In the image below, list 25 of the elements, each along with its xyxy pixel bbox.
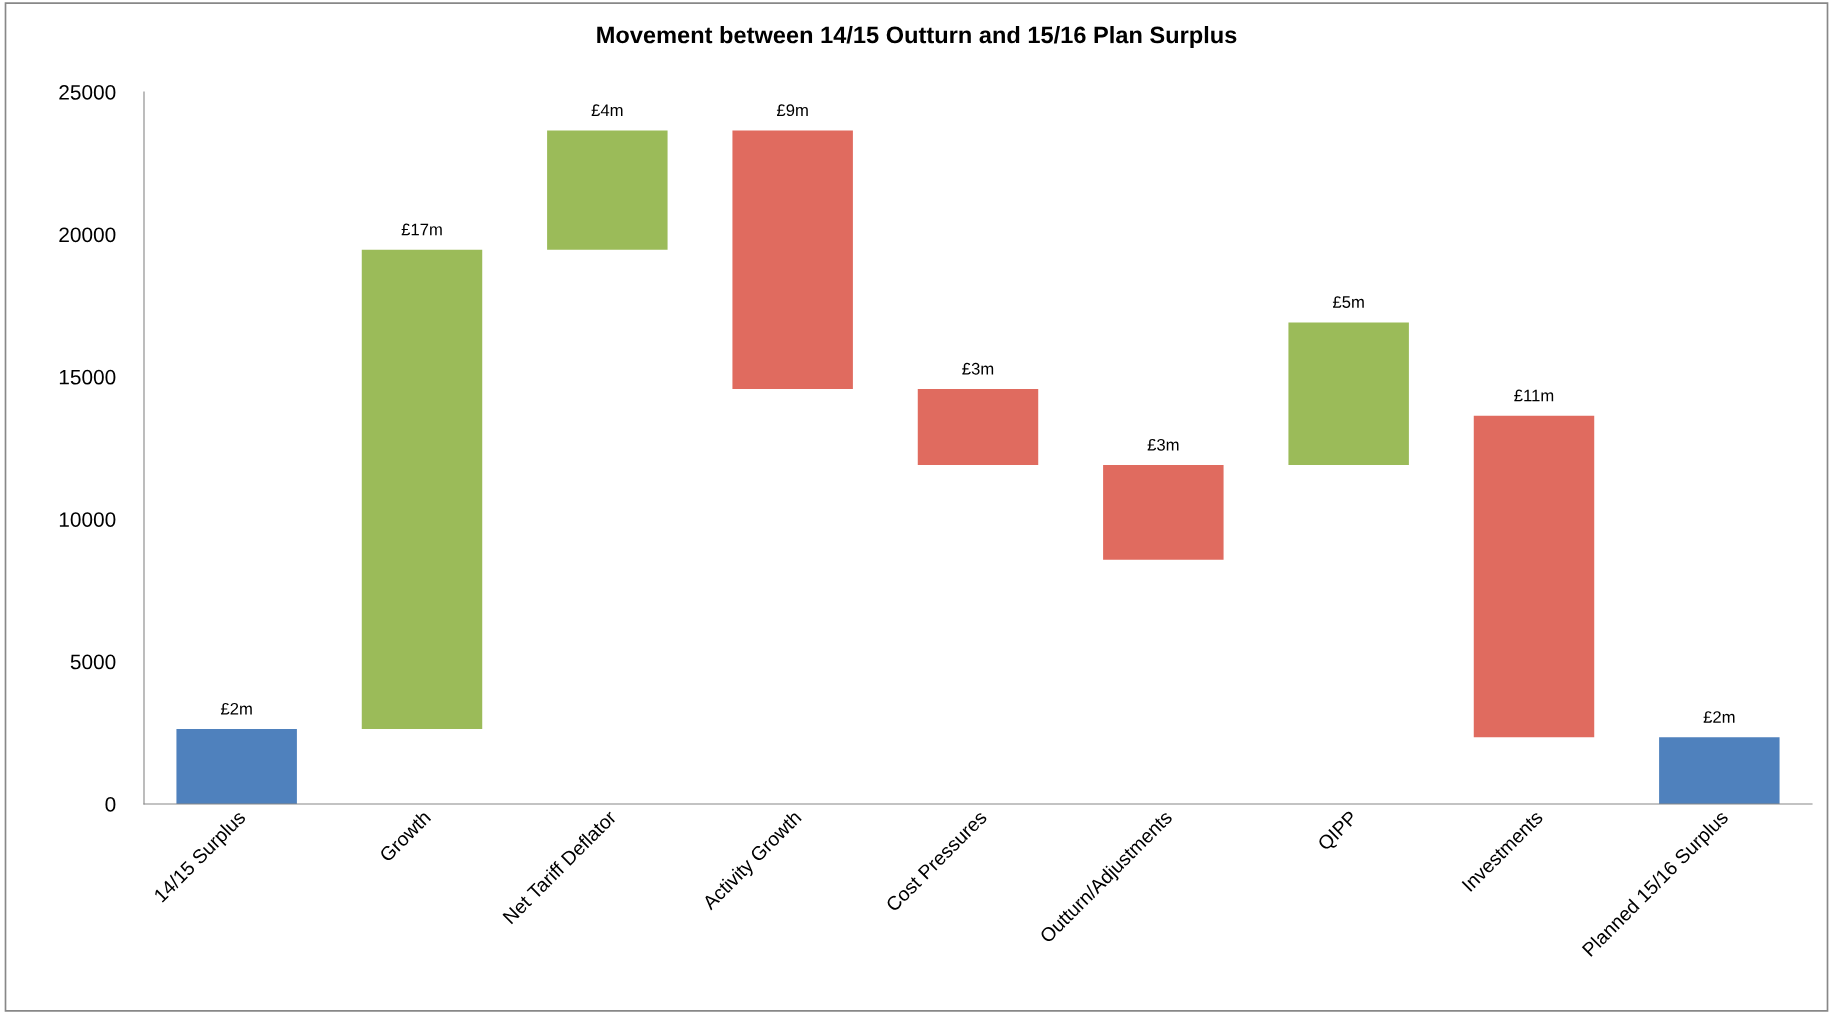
bar xyxy=(732,130,853,390)
y-tick-label: 5000 xyxy=(70,654,116,670)
bar xyxy=(1288,322,1409,466)
y-tick-label: 25000 xyxy=(59,85,116,100)
bar xyxy=(917,389,1039,466)
bar xyxy=(1103,465,1224,560)
annotation: £3m xyxy=(1147,438,1179,451)
annotation: £3m xyxy=(962,362,994,375)
annotation: £17m xyxy=(401,223,442,236)
annotation: £2m xyxy=(220,702,252,715)
bar xyxy=(1659,737,1780,804)
chart-title: Movement between 14/15 Outturn and 15/16 Plan Surplus xyxy=(597,26,1237,48)
annotation: £4m xyxy=(591,104,623,116)
bar xyxy=(176,729,297,804)
bar xyxy=(547,130,668,250)
annotation: £2m xyxy=(1703,711,1735,723)
annotation: £5m xyxy=(1332,296,1364,308)
bar xyxy=(361,249,483,730)
y-tick-label: 20000 xyxy=(59,227,116,243)
y-tick-label: 10000 xyxy=(59,512,116,527)
annotation: £9m xyxy=(776,104,808,117)
y-tick-label: 0 xyxy=(105,797,116,812)
annotation: £11m xyxy=(1514,389,1554,402)
y-tick-label: 15000 xyxy=(59,369,116,385)
bar xyxy=(1473,415,1595,738)
